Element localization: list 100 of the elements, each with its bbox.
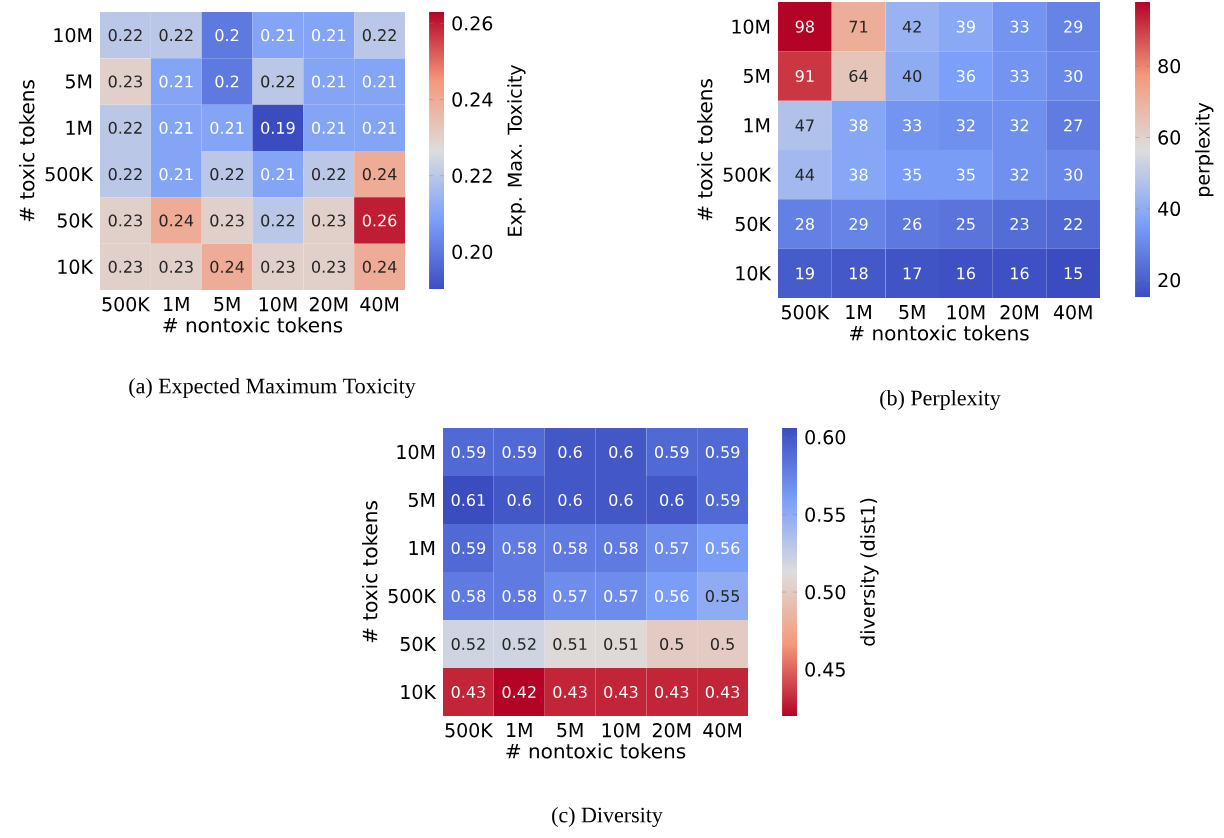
data-label: 0.6 [558, 493, 582, 507]
data-label: 32 [1010, 119, 1029, 132]
data-label: 22 [1064, 218, 1082, 230]
x-tick-label: 5M [214, 297, 240, 312]
data-label: 30 [1064, 69, 1083, 83]
data-label: 98 [795, 20, 814, 33]
color-bar-title: Exp. Max. Toxicity [507, 64, 526, 236]
data-label: 0.21 [261, 168, 295, 181]
y-tick-label: 10M [732, 19, 770, 34]
x-tick-label: 500K [102, 297, 151, 312]
data-label: 32 [956, 119, 975, 132]
data-label: 0.43 [655, 685, 689, 699]
data-label: 38 [849, 168, 868, 181]
y-axis-title: # toxic tokens [18, 80, 35, 222]
x-axis-title: # nontoxic tokens [506, 743, 686, 759]
data-label: 0.43 [553, 685, 587, 699]
data-label: 0.56 [655, 589, 689, 603]
y-tick-label: 5M [65, 74, 92, 89]
data-label: 33 [1010, 20, 1029, 33]
y-tick-label: 500K [388, 588, 437, 604]
data-label: 0.59 [451, 445, 486, 459]
x-axis-title: # nontoxic tokens [849, 325, 1029, 341]
data-label: 0.24 [159, 214, 194, 227]
data-label: 0.6 [558, 445, 582, 459]
color-bar-label: 0.50 [805, 584, 846, 600]
y-axis-title: # toxic tokens [361, 501, 378, 643]
x-tick-label: 20M [309, 297, 348, 312]
data-label: 0.5 [660, 637, 684, 651]
data-label: 0.21 [362, 75, 396, 88]
data-label: 28 [795, 217, 814, 231]
data-label: 0.56 [705, 541, 740, 555]
data-label: 39 [956, 20, 975, 33]
color-bar-label: 0.20 [452, 244, 493, 260]
data-label: 0.58 [502, 541, 536, 555]
data-label: 0.59 [705, 493, 740, 507]
text: (a) Expected Maximum Toxicity [129, 378, 416, 398]
color-bar-label: 0.24 [452, 92, 493, 107]
data-label: 16 [1011, 267, 1029, 280]
data-label: 0.21 [312, 75, 346, 88]
data-label: 0.43 [604, 685, 638, 699]
y-axis-title: # toxic tokens [696, 79, 713, 221]
x-tick-label: 10M [602, 723, 640, 738]
data-label: 0.6 [609, 445, 633, 459]
y-tick-label: 10M [397, 444, 435, 460]
data-label: 0.21 [261, 29, 295, 42]
x-tick-label: 40M [1053, 305, 1092, 320]
x-tick-label: 5M [899, 305, 925, 320]
data-label: 0.22 [108, 29, 142, 42]
data-label: 0.6 [609, 493, 633, 507]
data-label: 42 [902, 20, 921, 33]
data-label: 32 [1010, 168, 1029, 181]
text: (c) Diversity [552, 807, 663, 827]
data-label: 0.24 [362, 260, 397, 273]
data-label: 0.21 [159, 75, 193, 88]
y-tick-label: 500K [45, 166, 94, 182]
data-label: 0.22 [362, 29, 396, 42]
y-tick-label: 50K [735, 216, 772, 232]
data-label: 0.52 [502, 637, 536, 651]
data-label: 0.6 [507, 493, 531, 507]
text: (b) Perplexity [880, 390, 1001, 410]
data-label: 17 [903, 267, 921, 280]
data-label: 0.23 [261, 260, 295, 273]
data-label: 30 [1064, 168, 1083, 181]
data-label: 0.43 [705, 685, 740, 699]
data-label: 19 [796, 267, 814, 280]
x-tick-label: 40M [703, 723, 742, 738]
data-label: 0.58 [553, 541, 587, 555]
data-label: 0.61 [451, 493, 485, 507]
data-label: 0.21 [362, 121, 396, 134]
data-label: 0.21 [159, 168, 193, 181]
data-label: 0.2 [215, 75, 239, 88]
x-tick-label: 20M [652, 723, 691, 738]
data-label: 29 [1064, 20, 1083, 33]
data-label: 71 [849, 20, 868, 33]
data-label: 0.21 [159, 121, 193, 134]
y-tick-label: 1M [66, 120, 92, 135]
data-label: 0.5 [710, 637, 734, 651]
data-label: 0.51 [553, 637, 587, 651]
data-label: 0.58 [502, 589, 536, 603]
data-label: 47 [795, 119, 814, 132]
x-tick-label: 500K [445, 723, 494, 738]
data-label: 0.23 [108, 260, 142, 273]
color-bar-label: 20 [1158, 272, 1181, 288]
data-label: 0.22 [108, 121, 142, 134]
data-label: 44 [795, 168, 815, 181]
data-label: 0.59 [705, 445, 740, 459]
x-tick-label: 40M [360, 297, 399, 312]
data-label: 0.57 [553, 589, 587, 603]
data-label: 0.23 [108, 75, 142, 88]
data-label: 40 [902, 69, 922, 83]
x-tick-label: 1M [846, 305, 871, 319]
color-bar-label: 0.55 [805, 507, 845, 522]
color-bar-label: 40 [1158, 201, 1181, 216]
data-label: 0.42 [502, 685, 536, 699]
data-label: 35 [956, 168, 975, 181]
y-tick-label: 10K [58, 259, 94, 275]
x-tick-label: 10M [259, 297, 297, 312]
x-tick-label: 1M [507, 723, 532, 737]
y-tick-label: 50K [400, 636, 437, 652]
data-label: 0.22 [312, 168, 345, 181]
